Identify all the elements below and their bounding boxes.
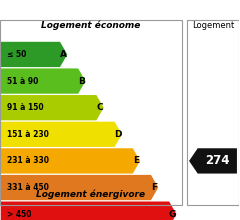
Text: Logement: Logement xyxy=(192,21,234,30)
Polygon shape xyxy=(189,148,237,174)
Text: A: A xyxy=(60,50,67,59)
Text: C: C xyxy=(96,103,103,112)
Text: ≤ 50: ≤ 50 xyxy=(7,50,26,59)
Text: > 450: > 450 xyxy=(7,210,31,219)
Text: E: E xyxy=(133,156,139,165)
Text: 274: 274 xyxy=(205,154,230,167)
Text: B: B xyxy=(78,77,85,86)
Polygon shape xyxy=(1,148,140,174)
Text: 231 à 330: 231 à 330 xyxy=(7,156,49,165)
Text: 331 à 450: 331 à 450 xyxy=(7,183,48,192)
Bar xyxy=(187,20,239,205)
Polygon shape xyxy=(1,42,67,67)
Bar xyxy=(0,20,182,205)
Text: F: F xyxy=(151,183,157,192)
Text: 91 à 150: 91 à 150 xyxy=(7,103,43,112)
Text: 151 à 230: 151 à 230 xyxy=(7,130,48,139)
Text: D: D xyxy=(114,130,122,139)
Polygon shape xyxy=(1,68,85,94)
Polygon shape xyxy=(1,122,122,147)
Text: 51 à 90: 51 à 90 xyxy=(7,77,38,86)
Polygon shape xyxy=(1,175,158,200)
Polygon shape xyxy=(1,202,176,220)
Text: Logement énergivore: Logement énergivore xyxy=(36,190,145,200)
Text: Logement économe: Logement économe xyxy=(41,20,141,30)
Polygon shape xyxy=(1,95,104,120)
Text: G: G xyxy=(169,210,176,219)
